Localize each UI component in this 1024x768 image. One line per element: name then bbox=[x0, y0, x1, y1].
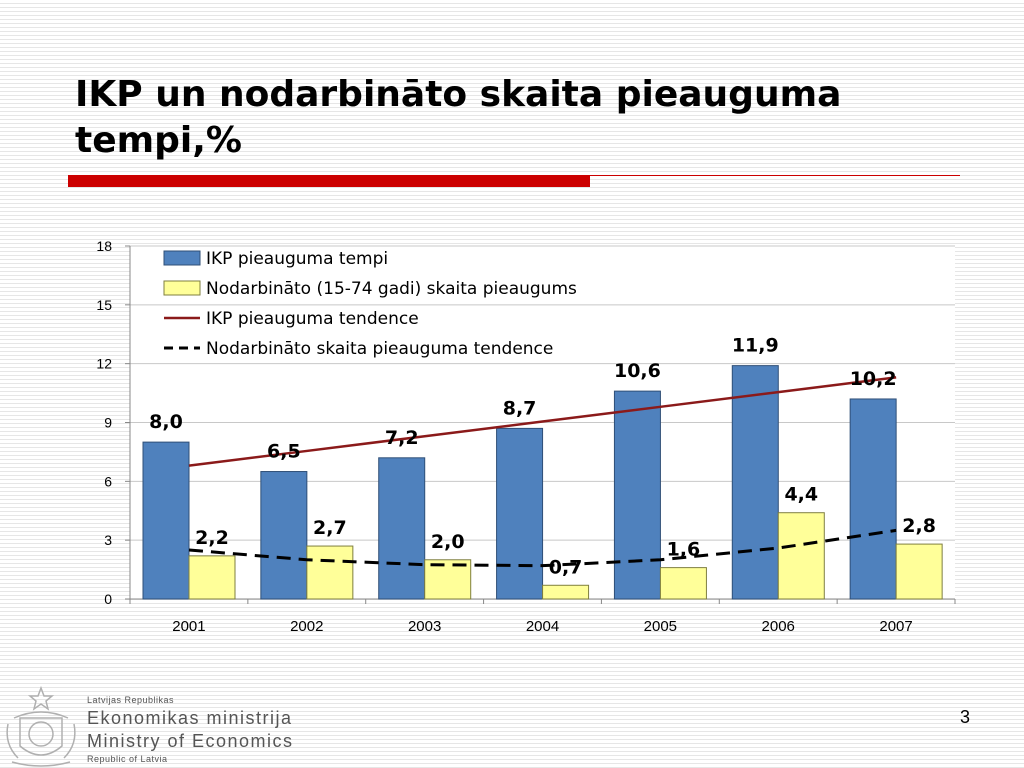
data-label-employment-2005: 1,6 bbox=[667, 539, 701, 561]
slide-title: IKP un nodarbināto skaita pieauguma temp… bbox=[75, 72, 975, 164]
data-label-employment-2002: 2,7 bbox=[313, 517, 347, 539]
bar-gdp-2006 bbox=[731, 365, 779, 600]
y-tick-label: 0 bbox=[104, 591, 112, 607]
y-tick-label: 18 bbox=[96, 238, 112, 254]
data-label-gdp-2007: 10,2 bbox=[850, 368, 897, 390]
y-tick-label: 3 bbox=[104, 532, 112, 548]
slide-title-line2: tempi,% bbox=[75, 120, 242, 161]
bar-gdp-2004 bbox=[496, 427, 544, 600]
bar-gdp-2002 bbox=[260, 471, 308, 600]
data-label-gdp-2003: 7,2 bbox=[385, 427, 419, 449]
footer-country-small: Latvijas Republikas bbox=[87, 695, 175, 705]
legend-swatch-employment bbox=[163, 280, 201, 296]
legend-label-1: Nodarbināto (15-74 gadi) skaita pieaugum… bbox=[206, 279, 577, 299]
data-label-employment-2001: 2,2 bbox=[195, 527, 229, 549]
data-label-gdp-2002: 6,5 bbox=[267, 441, 301, 463]
footer-ministry-en: Ministry of Economics bbox=[87, 731, 294, 751]
legend-label-0: IKP pieauguma tempi bbox=[206, 249, 388, 269]
trend-line-gdp bbox=[188, 376, 897, 467]
bar-employment-2004 bbox=[542, 584, 590, 600]
trend-line-employment bbox=[188, 528, 897, 568]
data-label-gdp-2006: 11,9 bbox=[732, 335, 779, 357]
data-label-gdp-2001: 8,0 bbox=[149, 411, 183, 433]
bar-employment-2006 bbox=[777, 512, 825, 600]
bar-employment-2007 bbox=[895, 543, 943, 600]
y-tick-label: 9 bbox=[104, 415, 112, 431]
legend-swatch-gdp bbox=[163, 250, 201, 266]
title-underline-thin bbox=[590, 175, 960, 176]
x-tick-label: 2007 bbox=[879, 618, 912, 635]
data-label-employment-2006: 4,4 bbox=[784, 484, 818, 506]
footer-ministry-lv: Ekonomikas ministrija bbox=[87, 708, 293, 728]
data-label-gdp-2005: 10,6 bbox=[614, 360, 661, 382]
x-tick-label: 2005 bbox=[644, 618, 677, 635]
bar-employment-2001 bbox=[188, 555, 236, 600]
data-label-employment-2007: 2,8 bbox=[902, 515, 936, 537]
bar-gdp-2007 bbox=[849, 398, 897, 600]
footer-country-en-small: Republic of Latvia bbox=[87, 754, 168, 764]
slide-title-line1: IKP un nodarbināto skaita pieauguma bbox=[75, 74, 842, 115]
legend-label-3: Nodarbināto skaita pieauguma tendence bbox=[206, 339, 553, 359]
x-tick-label: 2006 bbox=[762, 618, 795, 635]
page-number: 3 bbox=[959, 707, 970, 727]
legend-label-2: IKP pieauguma tendence bbox=[206, 309, 419, 329]
x-tick-label: 2004 bbox=[526, 618, 559, 635]
y-tick-label: 15 bbox=[96, 297, 112, 313]
y-tick-label: 6 bbox=[104, 473, 112, 489]
bar-gdp-2001 bbox=[142, 441, 190, 600]
title-underline-red bbox=[68, 175, 590, 187]
y-tick-label: 12 bbox=[96, 356, 112, 372]
bar-employment-2005 bbox=[659, 567, 707, 600]
data-label-employment-2004: 0,7 bbox=[549, 556, 583, 578]
bar-gdp-2003 bbox=[378, 457, 426, 600]
x-tick-label: 2003 bbox=[408, 618, 441, 635]
bar-employment-2002 bbox=[306, 545, 354, 600]
x-tick-label: 2002 bbox=[290, 618, 323, 635]
coat-of-arms-logo bbox=[6, 685, 76, 767]
data-label-gdp-2004: 8,7 bbox=[503, 397, 537, 419]
x-tick-label: 2001 bbox=[172, 618, 205, 635]
data-label-employment-2003: 2,0 bbox=[431, 531, 465, 553]
bar-gdp-2005 bbox=[613, 390, 661, 600]
